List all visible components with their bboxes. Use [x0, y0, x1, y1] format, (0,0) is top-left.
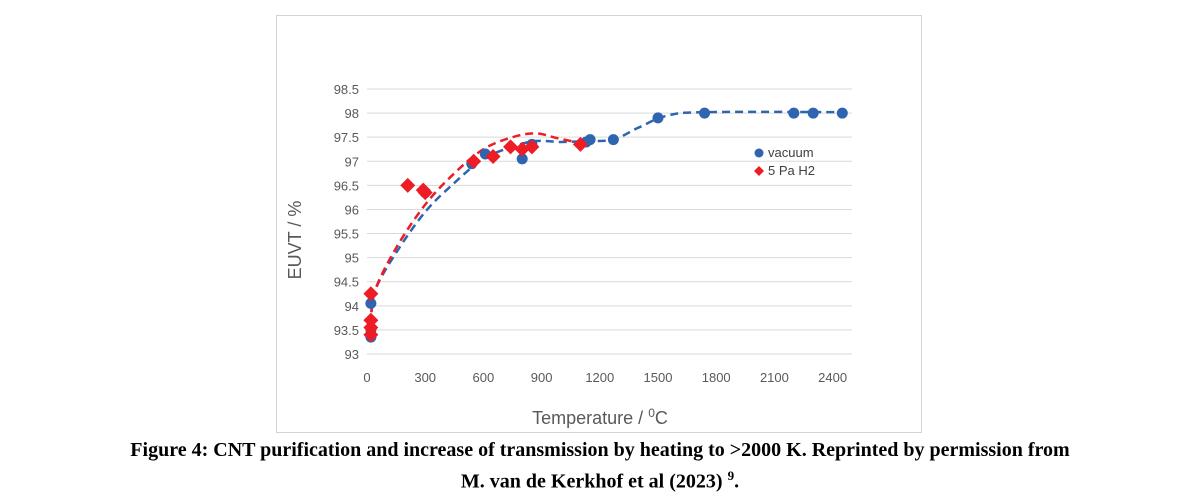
data-point-vacuum	[584, 134, 596, 146]
data-point-h2	[503, 139, 519, 155]
figure-caption: Figure 4: CNT purification and increase …	[0, 438, 1200, 495]
x-axis-label-tail: C	[655, 408, 668, 428]
legend-vacuum-marker	[754, 148, 764, 158]
data-point-vacuum	[516, 153, 528, 165]
data-point-h2	[466, 153, 482, 169]
y-tick-label: 93.5	[334, 323, 359, 338]
grid-layer	[367, 88, 852, 355]
x-tick-label: 600	[473, 370, 495, 385]
y-tick-label: 97	[345, 154, 359, 169]
y-tick-label: 96.5	[334, 178, 359, 193]
legend-h2-label: 5 Pa H2	[768, 163, 815, 178]
legend-vacuum-label: vacuum	[768, 145, 814, 160]
data-point-vacuum	[607, 134, 619, 146]
y-tick-label: 95.5	[334, 227, 359, 242]
y-tick-label: 94	[345, 299, 359, 314]
y-tick-label: 98	[345, 106, 359, 121]
y-tick-label: 93	[345, 347, 359, 362]
y-tick-label: 95	[345, 251, 359, 266]
trend-layer	[369, 110, 843, 326]
caption-line-2-text: M. van de Kerkhof et al (2023)	[460, 470, 728, 493]
y-tick-label: 94.5	[334, 275, 359, 290]
data-point-h2	[485, 148, 501, 164]
chart-frame: 93 93.5 94 94.5 95 95.5 96 96.5 97 97.5 98 98.5 0 300…	[276, 15, 922, 433]
x-tick-label: 1500	[644, 370, 673, 385]
data-point-vacuum	[836, 107, 848, 119]
data-point-vacuum	[365, 297, 377, 309]
data-point-h2	[524, 139, 540, 155]
x-tick-label: 2100	[760, 370, 789, 385]
caption-line-2: M. van de Kerkhof et al (2023) 9.	[0, 463, 1200, 495]
data-point-vacuum	[652, 112, 664, 124]
data-point-h2	[514, 141, 530, 157]
y-axis-label: EUVT / %	[285, 201, 305, 280]
data-point-h2	[363, 286, 379, 302]
trendline-vacuum	[369, 110, 843, 326]
x-axis-label-sup: 0	[648, 406, 655, 420]
caption-reference: 9	[727, 468, 735, 483]
data-point-vacuum	[788, 107, 800, 119]
x-tick-label: 900	[531, 370, 553, 385]
x-axis-label: Temperature / 0C	[532, 406, 668, 428]
chart-svg: 93 93.5 94 94.5 95 95.5 96 96.5 97 97.5 98 98.5 0 300…	[285, 82, 852, 428]
data-point-vacuum	[807, 107, 819, 119]
data-point-h2	[572, 136, 588, 152]
x-tick-label: 0	[363, 370, 370, 385]
x-axis-label-main: Temperature /	[532, 408, 648, 428]
data-point-h2	[363, 312, 379, 328]
tick-layer: 93 93.5 94 94.5 95 95.5 96 96.5 97 97.5 98 98.5 0 300…	[334, 82, 847, 385]
data-point-h2	[400, 177, 416, 193]
y-tick-label: 96	[345, 202, 359, 217]
caption-line-1: Figure 4: CNT purification and increase …	[130, 439, 1070, 461]
data-point-vacuum	[699, 107, 711, 119]
point-layer	[363, 107, 848, 343]
caption-line-2-tail: .	[734, 470, 740, 493]
legend: vacuum 5 Pa H2	[754, 145, 815, 178]
legend-h2-marker	[754, 166, 764, 176]
x-tick-label: 1800	[702, 370, 731, 385]
y-tick-label: 98.5	[334, 82, 359, 97]
x-tick-label: 2400	[818, 370, 847, 385]
data-point-h2	[417, 185, 433, 201]
x-tick-label: 300	[414, 370, 436, 385]
y-tick-label: 97.5	[334, 130, 359, 145]
x-tick-label: 1200	[585, 370, 614, 385]
